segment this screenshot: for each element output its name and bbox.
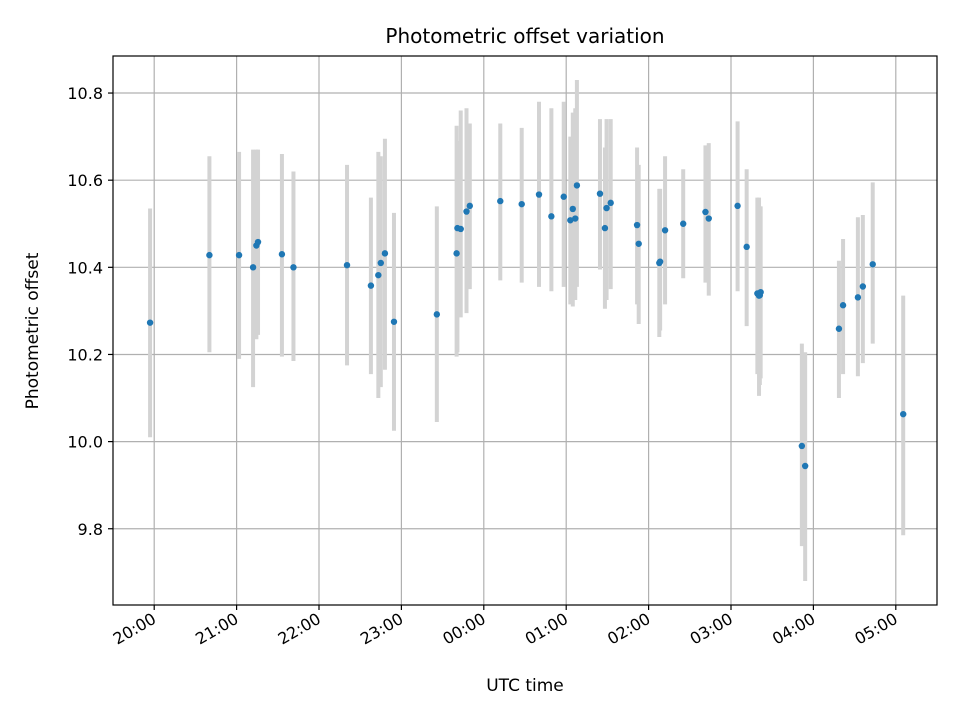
data-point — [567, 217, 574, 224]
y-tick-label: 10.2 — [67, 345, 103, 364]
data-point — [569, 205, 576, 213]
data-point — [854, 294, 862, 301]
data-point — [433, 311, 441, 318]
data-point — [463, 208, 470, 215]
y-tick-label: 10.4 — [67, 258, 103, 277]
data-point — [381, 250, 389, 257]
data-point — [535, 191, 543, 198]
data-points — [146, 182, 907, 470]
data-point — [702, 208, 709, 216]
data-point — [377, 259, 384, 267]
data-point — [457, 225, 464, 233]
data-point — [859, 283, 867, 290]
data-point — [572, 215, 579, 222]
data-point — [734, 202, 741, 210]
data-point — [343, 261, 351, 269]
data-point — [254, 238, 262, 246]
data-point — [497, 197, 504, 205]
data-point — [249, 264, 257, 271]
data-point — [661, 227, 669, 234]
data-point — [900, 410, 907, 418]
data-point — [705, 215, 712, 222]
data-point — [146, 319, 154, 326]
data-point — [601, 224, 609, 232]
data-point — [635, 240, 642, 247]
plot-frame — [112, 55, 938, 606]
chart-title: Photometric offset variation — [385, 24, 664, 48]
y-tick-label: 10.0 — [67, 433, 103, 452]
y-axis-ticks: 9.8 10.0 10.2 10.4 10.6 10.8 — [67, 84, 113, 539]
data-point — [835, 325, 843, 332]
data-point — [596, 190, 604, 197]
data-point — [367, 282, 375, 289]
data-point — [633, 221, 641, 229]
data-point — [560, 193, 567, 200]
data-point — [798, 442, 806, 450]
data-point — [573, 182, 581, 189]
data-point — [548, 213, 555, 220]
y-tick-label: 10.6 — [67, 171, 103, 190]
data-point — [453, 250, 460, 257]
data-point — [607, 199, 614, 207]
y-tick-label: 9.8 — [78, 520, 103, 539]
data-point — [869, 261, 876, 268]
y-tick-label: 10.8 — [67, 84, 103, 103]
data-point — [603, 204, 610, 212]
data-point — [375, 271, 382, 279]
data-point — [390, 318, 398, 325]
data-point — [839, 302, 847, 309]
data-point — [518, 200, 525, 208]
data-point — [278, 251, 286, 258]
data-point — [235, 251, 243, 259]
data-point — [757, 288, 764, 296]
y-axis-label: Photometric offset — [23, 252, 43, 409]
data-point — [680, 220, 687, 227]
data-point — [466, 202, 473, 210]
data-point — [290, 264, 297, 271]
data-point — [801, 462, 809, 470]
grid — [113, 56, 937, 605]
x-axis-label: UTC time — [486, 676, 564, 696]
data-point — [656, 258, 664, 265]
data-point — [206, 251, 213, 259]
data-point — [743, 243, 750, 251]
